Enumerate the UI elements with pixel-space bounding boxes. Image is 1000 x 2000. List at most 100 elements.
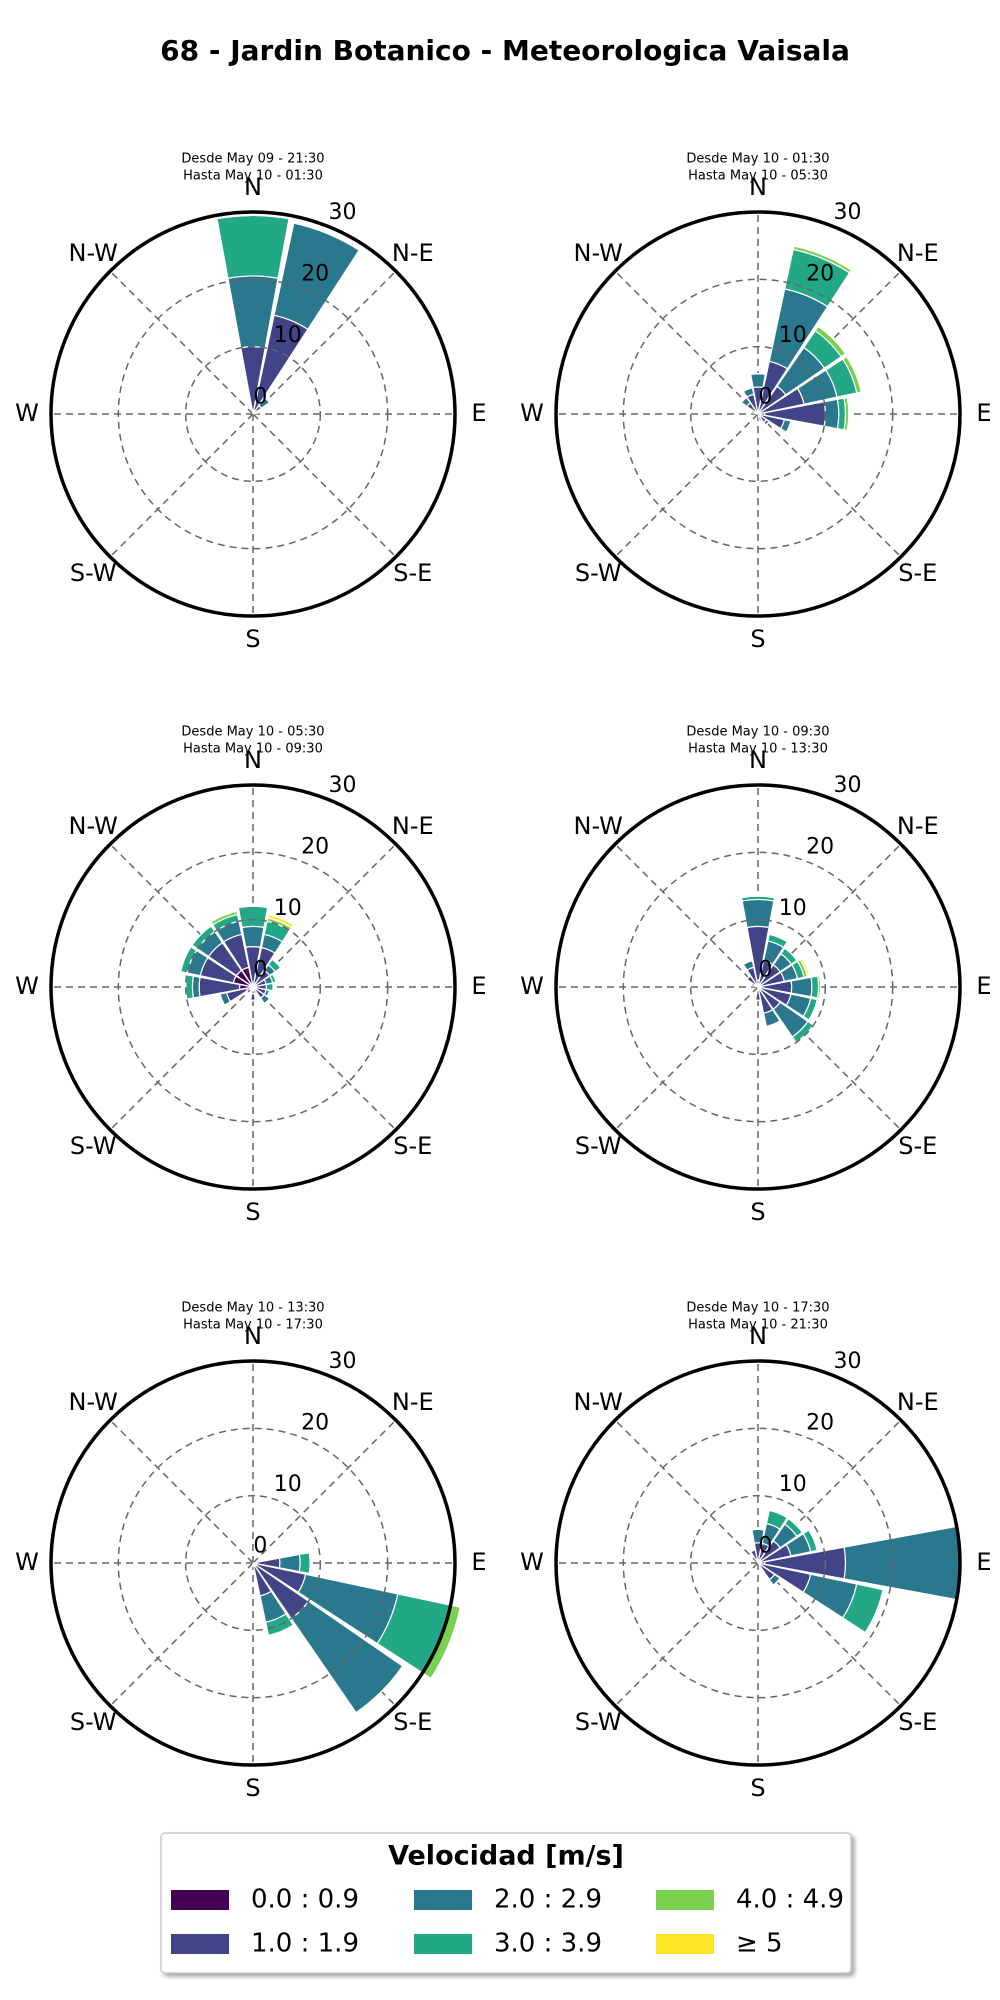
radial-tick-label: 10 xyxy=(274,896,302,921)
direction-label: E xyxy=(976,1548,991,1576)
chart-title: Desde May 10 - 05:30 xyxy=(181,725,324,740)
wind-bar xyxy=(743,960,753,965)
wind-bar xyxy=(740,396,747,403)
wind-bar xyxy=(272,973,277,983)
chart-title: Desde May 10 - 09:30 xyxy=(686,725,829,740)
radial-tick-label: 10 xyxy=(274,323,302,348)
wind-bar xyxy=(257,410,259,414)
wind-bar xyxy=(784,947,798,961)
grid-ring xyxy=(184,918,322,1056)
spoke xyxy=(757,843,902,988)
spoke xyxy=(252,413,397,558)
radial-tick-label: 30 xyxy=(328,200,356,225)
chart-subtitle: Hasta May 10 - 21:30 xyxy=(688,1318,828,1333)
legend-swatch xyxy=(656,1890,714,1910)
direction-label: N-W xyxy=(574,1388,623,1416)
legend-swatch xyxy=(171,1890,229,1910)
wind-rose: Desde May 09 - 21:30 Hasta May 10 - 01:30… xyxy=(15,152,486,654)
radial-tick-label: 0 xyxy=(758,958,772,983)
direction-label: N-E xyxy=(897,1388,939,1416)
direction-label: N xyxy=(244,746,262,774)
direction-label: N-W xyxy=(574,239,623,267)
wind-bar xyxy=(254,992,257,995)
direction-label: S xyxy=(245,1774,260,1802)
radial-tick-label: 10 xyxy=(779,896,807,921)
wind-bar xyxy=(772,1577,781,1586)
wind-bar xyxy=(266,990,271,997)
outer-ring xyxy=(554,783,962,1191)
radial-tick-label: 10 xyxy=(779,1472,807,1497)
radial-tick-label: 0 xyxy=(758,385,772,410)
wind-bar xyxy=(799,957,811,978)
radial-tick-label: 30 xyxy=(833,200,861,225)
legend-swatch xyxy=(414,1890,472,1910)
wind-rose: Desde May 10 - 01:30 Hasta May 10 - 05:30… xyxy=(520,152,991,654)
direction-label: N-W xyxy=(69,239,118,267)
legend-label: ≥ 5 xyxy=(736,1929,783,1959)
direction-label: S-E xyxy=(898,1132,937,1160)
direction-label: W xyxy=(520,399,544,427)
wind-bar xyxy=(179,946,192,972)
grid-ring xyxy=(184,1494,322,1632)
direction-label: E xyxy=(976,399,991,427)
spoke xyxy=(252,1419,397,1564)
wind-bar xyxy=(216,214,290,279)
spoke xyxy=(109,986,254,1131)
legend-label: 3.0 : 3.9 xyxy=(494,1929,602,1959)
direction-label: N-E xyxy=(392,1388,434,1416)
outer-ring xyxy=(49,783,457,1191)
direction-label: S-W xyxy=(70,1708,117,1736)
chart-subtitle: Hasta May 10 - 17:30 xyxy=(183,1318,323,1333)
chart-title: Desde May 09 - 21:30 xyxy=(181,152,324,167)
wind-bar xyxy=(741,898,775,929)
wind-bar xyxy=(810,975,820,999)
spoke xyxy=(252,843,397,988)
legend-label: 4.0 : 4.9 xyxy=(736,1885,844,1915)
wind-bar xyxy=(741,895,775,899)
grid-ring xyxy=(689,345,827,483)
direction-label: N-E xyxy=(897,812,939,840)
legend-swatch xyxy=(656,1934,714,1954)
spoke xyxy=(757,413,902,558)
direction-label: N-W xyxy=(69,1388,118,1416)
legend-label: 1.0 : 1.9 xyxy=(251,1929,359,1959)
outer-ring xyxy=(49,210,457,618)
chart-subtitle: Hasta May 10 - 01:30 xyxy=(183,169,323,184)
legend-label: 2.0 : 2.9 xyxy=(494,1885,602,1915)
wind-bar xyxy=(788,1518,803,1533)
grid-ring xyxy=(622,1427,894,1699)
direction-label: S-W xyxy=(70,559,117,587)
spoke xyxy=(614,1562,759,1707)
direction-label: W xyxy=(520,972,544,1000)
radial-tick-label: 20 xyxy=(301,1411,329,1436)
wind-bar xyxy=(191,975,201,999)
direction-label: W xyxy=(15,399,39,427)
wind-bar xyxy=(769,933,788,943)
direction-label: S-W xyxy=(575,559,622,587)
spoke xyxy=(109,1419,254,1564)
direction-label: S-E xyxy=(393,1132,432,1160)
radial-tick-label: 0 xyxy=(253,385,267,410)
legend-title: Velocidad [m/s] xyxy=(388,1841,624,1872)
direction-label: S-W xyxy=(575,1132,622,1160)
wind-bar xyxy=(249,992,257,1002)
direction-label: W xyxy=(15,1548,39,1576)
wind-bar xyxy=(808,999,818,1021)
spoke xyxy=(109,843,254,988)
wind-bar xyxy=(864,1589,884,1633)
direction-label: N xyxy=(749,173,767,201)
direction-label: N-W xyxy=(574,812,623,840)
spoke xyxy=(614,413,759,558)
radial-tick-label: 0 xyxy=(758,1534,772,1559)
wind-bar xyxy=(751,1528,765,1531)
radial-tick-label: 10 xyxy=(779,323,807,348)
wind-bar xyxy=(759,419,762,422)
grid-ring xyxy=(184,345,322,483)
direction-label: S-E xyxy=(898,1708,937,1736)
spoke xyxy=(109,270,254,415)
direction-label: E xyxy=(471,1548,486,1576)
direction-label: N xyxy=(749,1322,767,1350)
grid-ring xyxy=(622,851,894,1123)
